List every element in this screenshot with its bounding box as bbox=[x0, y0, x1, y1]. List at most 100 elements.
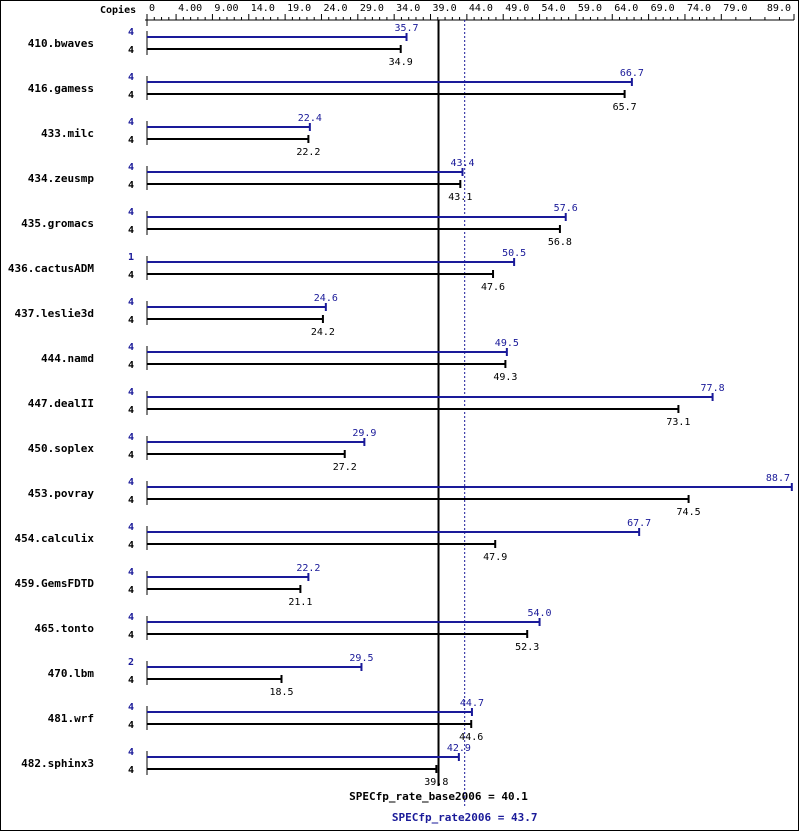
base-value-label: 56.8 bbox=[548, 237, 572, 248]
benchmark-name: 465.tonto bbox=[34, 622, 94, 635]
peak-copies: 4 bbox=[128, 432, 134, 443]
peak-value-label: 35.7 bbox=[394, 23, 418, 34]
benchmark-row: 454.calculix 4 67.7 4 47.9 bbox=[15, 518, 652, 563]
peak-copies: 4 bbox=[128, 27, 134, 38]
peak-copies: 4 bbox=[128, 567, 134, 578]
peak-value-label: 42.9 bbox=[447, 743, 471, 754]
base-copies: 4 bbox=[128, 90, 134, 101]
base-copies: 4 bbox=[128, 675, 134, 686]
peak-value-label: 66.7 bbox=[620, 68, 644, 79]
peak-value-label: 67.7 bbox=[627, 518, 651, 529]
x-tick-label: 4.00 bbox=[178, 3, 202, 14]
benchmark-name: 482.sphinx3 bbox=[21, 757, 94, 770]
benchmark-row: 436.cactusADM 1 50.5 4 47.6 bbox=[8, 248, 526, 293]
base-copies: 4 bbox=[128, 225, 134, 236]
base-copies: 4 bbox=[128, 45, 134, 56]
base-value-label: 27.2 bbox=[333, 462, 357, 473]
benchmark-row: 482.sphinx3 4 42.9 4 39.8 bbox=[21, 743, 471, 788]
benchmark-name: 434.zeusmp bbox=[28, 172, 95, 185]
base-value-label: 24.2 bbox=[311, 327, 335, 338]
base-copies: 4 bbox=[128, 315, 134, 326]
base-value-label: 43.1 bbox=[448, 192, 472, 203]
peak-value-label: 88.7 bbox=[766, 473, 790, 484]
x-tick-label: 64.0 bbox=[614, 3, 638, 14]
peak-value-label: 50.5 bbox=[502, 248, 526, 259]
benchmark-name: 410.bwaves bbox=[28, 37, 94, 50]
peak-value-label: 24.6 bbox=[314, 293, 338, 304]
benchmark-row: 433.milc 4 22.4 4 22.2 bbox=[41, 113, 322, 158]
benchmark-name: 435.gromacs bbox=[21, 217, 94, 230]
base-value-label: 34.9 bbox=[389, 57, 413, 68]
x-tick-label: 19.0 bbox=[287, 3, 311, 14]
base-copies: 4 bbox=[128, 495, 134, 506]
base-copies: 4 bbox=[128, 405, 134, 416]
benchmark-row: 453.povray 4 88.7 4 74.5 bbox=[28, 473, 793, 518]
peak-copies: 4 bbox=[128, 162, 134, 173]
benchmark-row: 459.GemsFDTD 4 22.2 4 21.1 bbox=[15, 563, 321, 608]
base-copies: 4 bbox=[128, 630, 134, 641]
benchmark-row: 434.zeusmp 4 43.4 4 43.1 bbox=[28, 158, 475, 203]
base-value-label: 21.1 bbox=[288, 597, 312, 608]
benchmark-name: 470.lbm bbox=[48, 667, 95, 680]
benchmark-name: 459.GemsFDTD bbox=[15, 577, 95, 590]
base-copies: 4 bbox=[128, 765, 134, 776]
benchmark-name: 416.gamess bbox=[28, 82, 94, 95]
x-tick-label: 14.0 bbox=[251, 3, 275, 14]
base-value-label: 47.9 bbox=[483, 552, 507, 563]
peak-copies: 1 bbox=[128, 252, 134, 263]
base-value-label: 73.1 bbox=[666, 417, 690, 428]
peak-copies: 4 bbox=[128, 747, 134, 758]
benchmark-row: 416.gamess 4 66.7 4 65.7 bbox=[28, 68, 644, 113]
base-value-label: 22.2 bbox=[296, 147, 320, 158]
peak-value-label: 43.4 bbox=[450, 158, 474, 169]
base-copies: 4 bbox=[128, 450, 134, 461]
peak-value-label: 54.0 bbox=[528, 608, 552, 619]
base-copies: 4 bbox=[128, 720, 134, 731]
benchmark-row: 470.lbm 2 29.5 4 18.5 bbox=[48, 653, 374, 698]
peak-copies: 4 bbox=[128, 702, 134, 713]
peak-value-label: 49.5 bbox=[495, 338, 519, 349]
base-value-label: 39.8 bbox=[424, 777, 448, 788]
benchmark-row: 481.wrf 4 44.7 4 44.6 bbox=[48, 698, 484, 743]
peak-copies: 2 bbox=[128, 657, 134, 668]
benchmark-name: 447.dealII bbox=[28, 397, 94, 410]
peak-copies: 4 bbox=[128, 117, 134, 128]
benchmark-row: 437.leslie3d 4 24.6 4 24.2 bbox=[15, 293, 338, 338]
peak-copies: 4 bbox=[128, 72, 134, 83]
x-tick-label: 44.0 bbox=[469, 3, 493, 14]
benchmark-row: 465.tonto 4 54.0 4 52.3 bbox=[34, 608, 551, 653]
benchmark-row: 410.bwaves 4 35.7 4 34.9 bbox=[28, 23, 419, 68]
base-reference-label: SPECfp_rate_base2006 = 40.1 bbox=[349, 790, 528, 803]
benchmark-name: 453.povray bbox=[28, 487, 95, 500]
peak-value-label: 22.2 bbox=[296, 563, 320, 574]
peak-copies: 4 bbox=[128, 387, 134, 398]
benchmark-row: 450.soplex 4 29.9 4 27.2 bbox=[28, 428, 377, 473]
x-tick-label: 39.0 bbox=[433, 3, 457, 14]
base-value-label: 44.6 bbox=[459, 732, 483, 743]
x-tick-label: 59.0 bbox=[578, 3, 602, 14]
benchmark-name: 436.cactusADM bbox=[8, 262, 94, 275]
peak-value-label: 57.6 bbox=[554, 203, 578, 214]
base-copies: 4 bbox=[128, 270, 134, 281]
x-tick-label: 29.0 bbox=[360, 3, 384, 14]
peak-value-label: 29.9 bbox=[352, 428, 376, 439]
benchmark-name: 481.wrf bbox=[48, 712, 94, 725]
peak-value-label: 44.7 bbox=[460, 698, 484, 709]
peak-value-label: 77.8 bbox=[701, 383, 725, 394]
benchmark-name: 454.calculix bbox=[15, 532, 95, 545]
base-value-label: 49.3 bbox=[493, 372, 517, 383]
benchmark-row: 447.dealII 4 77.8 4 73.1 bbox=[28, 383, 725, 428]
benchmark-name: 433.milc bbox=[41, 127, 94, 140]
peak-value-label: 22.4 bbox=[298, 113, 322, 124]
benchmark-row: 435.gromacs 4 57.6 4 56.8 bbox=[21, 203, 578, 248]
base-copies: 4 bbox=[128, 585, 134, 596]
x-tick-label: 34.0 bbox=[396, 3, 420, 14]
peak-copies: 4 bbox=[128, 297, 134, 308]
x-tick-label: 79.0 bbox=[723, 3, 747, 14]
x-tick-label: 89.0 bbox=[767, 3, 791, 14]
benchmark-name: 437.leslie3d bbox=[15, 307, 94, 320]
base-value-label: 74.5 bbox=[677, 507, 701, 518]
base-value-label: 18.5 bbox=[269, 687, 293, 698]
